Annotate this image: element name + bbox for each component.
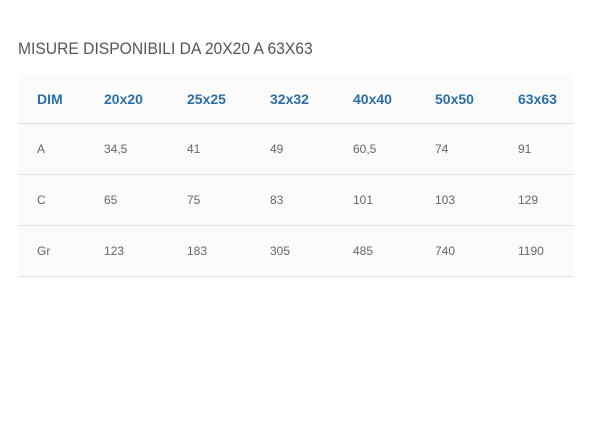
table-cell: 75 <box>187 193 201 207</box>
row-label-gr: Gr <box>37 244 51 258</box>
table-cell: 49 <box>270 142 284 156</box>
table-cell: 123 <box>104 244 125 258</box>
table-row: C 65 75 83 101 103 129 <box>18 175 574 226</box>
table-cell: 74 <box>435 142 449 156</box>
table-cell: 34,5 <box>104 142 128 156</box>
table-cell: 83 <box>270 193 284 207</box>
table-cell: 91 <box>518 142 532 156</box>
header-cell-32x32: 32x32 <box>270 90 309 107</box>
page-title: MISURE DISPONIBILI DA 20X20 A 63X63 <box>18 39 313 58</box>
header-cell-50x50: 50x50 <box>435 90 474 107</box>
table-header-row: DIM 20x20 25x25 32x32 40x40 50x50 63x63 <box>18 74 574 124</box>
header-cell-25x25: 25x25 <box>187 90 226 107</box>
table-row: Gr 123 183 305 485 740 1190 <box>18 226 574 277</box>
header-cell-63x63: 63x63 <box>518 90 557 107</box>
table-cell: 60,5 <box>353 142 377 156</box>
dimensions-table: DIM 20x20 25x25 32x32 40x40 50x50 63x63 … <box>18 74 574 277</box>
table-cell: 101 <box>353 193 374 207</box>
table-cell: 740 <box>435 244 456 258</box>
row-label-a: A <box>37 142 46 156</box>
table-cell: 183 <box>187 244 208 258</box>
row-label-c: C <box>37 193 46 207</box>
table-cell: 129 <box>518 193 539 207</box>
header-cell-20x20: 20x20 <box>104 90 143 107</box>
table-cell: 1190 <box>518 244 544 258</box>
table-row: A 34,5 41 49 60,5 74 91 <box>18 124 574 175</box>
table-cell: 103 <box>435 193 456 207</box>
table-cell: 485 <box>353 244 374 258</box>
header-cell-dim: DIM <box>37 90 63 107</box>
table-cell: 305 <box>270 244 291 258</box>
table-cell: 65 <box>104 193 118 207</box>
table-cell: 41 <box>187 142 201 156</box>
header-cell-40x40: 40x40 <box>353 90 392 107</box>
